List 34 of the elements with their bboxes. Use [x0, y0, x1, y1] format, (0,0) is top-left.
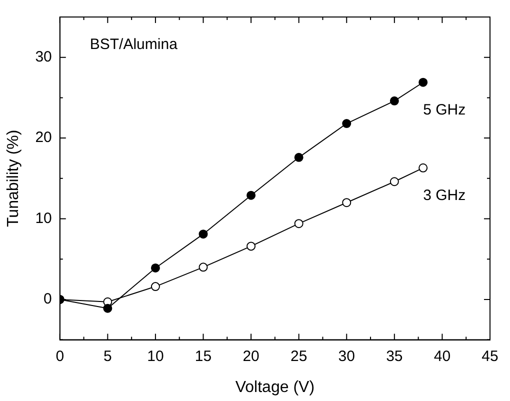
x-tick-label: 25	[290, 348, 308, 365]
point	[294, 219, 304, 228]
point	[103, 304, 112, 313]
x-tick-label: 30	[338, 348, 355, 365]
point	[418, 78, 428, 87]
x-tick-label: 20	[242, 348, 260, 365]
x-tick-label: 45	[482, 348, 498, 365]
y-tick-label: 30	[35, 48, 52, 66]
point	[246, 190, 256, 200]
point	[390, 96, 399, 106]
y-tick-label: 0	[44, 290, 52, 308]
x-tick-label: 10	[147, 348, 164, 365]
x-tick-label: 0	[56, 348, 64, 365]
point	[418, 163, 428, 172]
series-label: 5 GHz	[423, 102, 466, 119]
point	[246, 242, 256, 251]
point	[390, 177, 399, 186]
point	[294, 152, 304, 162]
series-label: 3 GHz	[423, 187, 466, 204]
y-axis-title: Tunability (%)	[5, 130, 22, 228]
y-tick-label: 20	[35, 129, 52, 146]
point	[342, 198, 352, 208]
x-axis-title: Voltage (V)	[235, 378, 315, 396]
x-tick-label: 40	[434, 348, 451, 365]
y-tick-label: 10	[35, 210, 52, 227]
x-tick-label: 5	[104, 348, 112, 365]
point	[150, 282, 160, 292]
point	[198, 230, 208, 239]
x-tick-label: 15	[194, 348, 212, 365]
point	[198, 262, 208, 272]
annotation: BST/Alumina	[90, 36, 178, 54]
point	[342, 119, 352, 128]
point	[150, 263, 160, 272]
x-tick-label: 35	[386, 348, 403, 365]
